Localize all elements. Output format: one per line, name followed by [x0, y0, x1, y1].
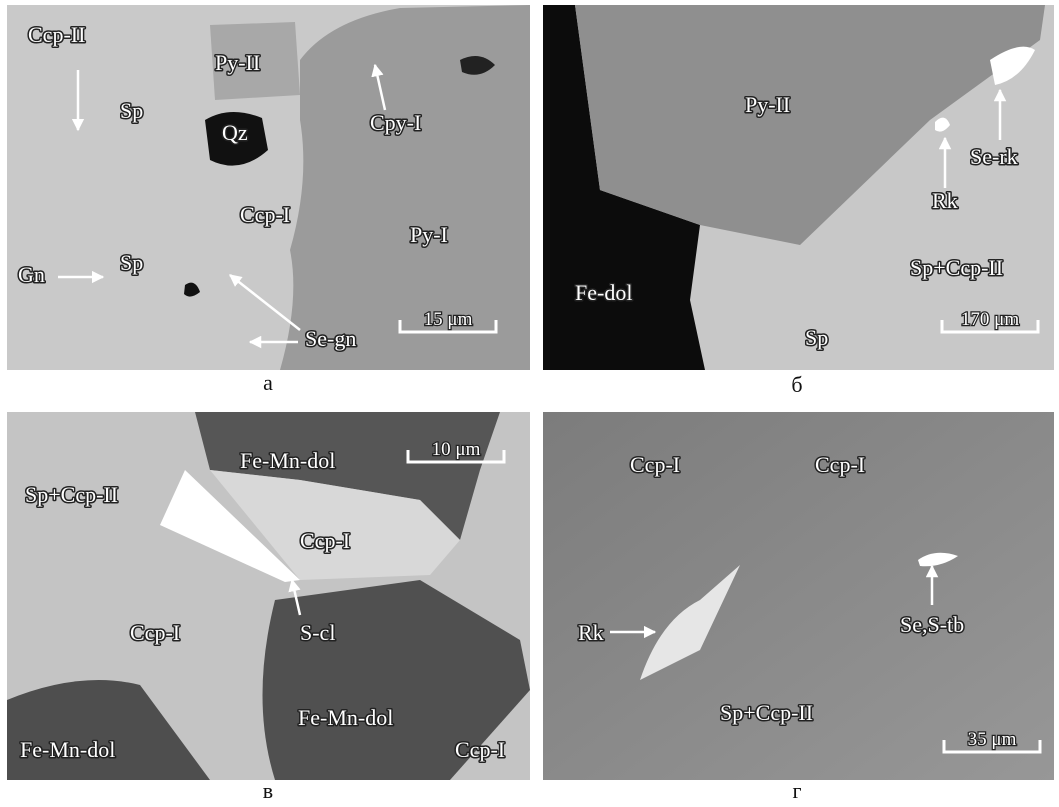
mineral-label: Fe-Mn-dol	[298, 705, 393, 730]
mineral-label: Ccp-I	[455, 737, 505, 762]
mineral-label: Fe-Mn-dol	[20, 737, 115, 762]
mineral-label: Qz	[222, 120, 248, 145]
mineral-label: Sp	[120, 98, 143, 123]
mineral-label: Ccp-I	[300, 528, 350, 553]
mineral-label: Ccp-I	[130, 620, 180, 645]
scale-bar-label: 35 μm	[968, 729, 1017, 750]
scale-bar-label: 15 μm	[424, 309, 473, 330]
mineral-label: Py-II	[745, 92, 790, 117]
mineral-label: Cpy-I	[370, 110, 421, 135]
mineral-label: Ccp-II	[28, 22, 85, 47]
panel-caption: в	[263, 778, 273, 803]
mineral-label: Rk	[578, 620, 604, 645]
mineral-label: Se-rk	[970, 144, 1018, 169]
panel-caption: г	[792, 778, 801, 803]
panel-caption: б	[791, 372, 802, 397]
mineral-label: Ccp-I	[240, 202, 290, 227]
scale-bar-label: 170 μm	[961, 309, 1019, 330]
panel-caption: а	[263, 370, 273, 395]
mineral-label: Se,S-tb	[900, 612, 964, 637]
mineral-label: Sp+Ccp-II	[720, 700, 813, 725]
mineral-label: Ccp-I	[815, 452, 865, 477]
scale-bar-label: 10 μm	[432, 439, 481, 460]
mineral-label: Py-II	[215, 50, 260, 75]
mineral-label: Se-gn	[305, 326, 356, 351]
mineral-label: Gn	[18, 262, 45, 287]
mineral-label: Fe-Mn-dol	[240, 448, 335, 473]
mineral-label: Rk	[932, 188, 958, 213]
mineral-label: Sp	[805, 325, 828, 350]
mineral-label: Sp+Ccp-II	[25, 482, 118, 507]
mineral-label: Py-I	[410, 222, 448, 247]
mineral-label: S-cl	[300, 620, 335, 645]
mineral-label: Ccp-I	[630, 452, 680, 477]
figure: Ccp-II Sp Py-II Qz Cpy-I Ccp-I Py-I Gn Sp Se-gn 15…	[0, 0, 1059, 807]
mineral-label: Fe-dol	[575, 280, 632, 305]
mineral-label: Sp	[120, 250, 143, 275]
mineral-label: Sp+Ccp-II	[910, 255, 1003, 280]
